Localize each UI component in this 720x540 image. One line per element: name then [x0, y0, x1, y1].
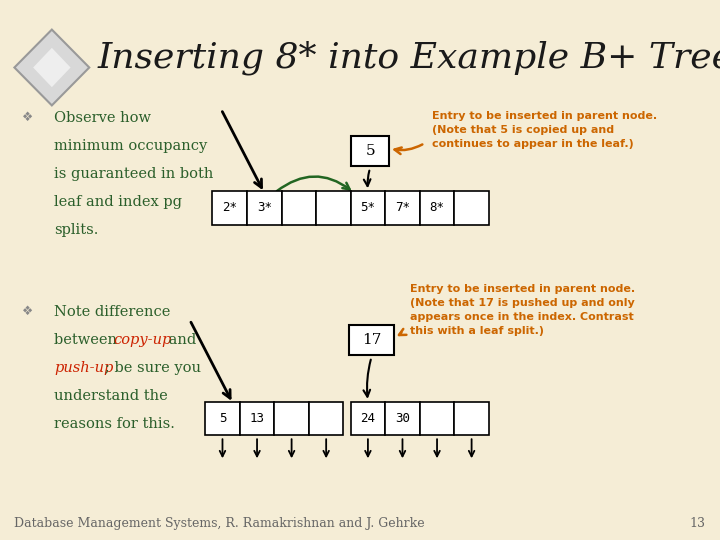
Bar — [385, 402, 420, 435]
Bar — [274, 402, 309, 435]
Text: splits.: splits. — [54, 223, 99, 237]
Bar — [385, 191, 420, 225]
Text: 13: 13 — [690, 517, 706, 530]
Text: leaf and index pg: leaf and index pg — [54, 195, 182, 209]
Text: Note difference: Note difference — [54, 305, 171, 319]
Text: ❖: ❖ — [22, 305, 33, 318]
Text: 2*: 2* — [222, 201, 237, 214]
Text: and: and — [164, 333, 197, 347]
Bar — [351, 191, 385, 225]
Text: ❖: ❖ — [22, 111, 33, 124]
Bar — [309, 402, 343, 435]
Polygon shape — [14, 30, 89, 105]
Text: 8*: 8* — [430, 201, 444, 214]
Text: 3*: 3* — [257, 201, 271, 214]
Bar — [351, 402, 385, 435]
Text: Inserting 8* into Example B+ Tree: Inserting 8* into Example B+ Tree — [97, 40, 720, 75]
Text: minimum occupancy: minimum occupancy — [54, 139, 207, 153]
Bar — [247, 191, 282, 225]
Bar — [205, 402, 240, 435]
Polygon shape — [33, 48, 71, 87]
Bar — [212, 191, 247, 225]
Text: 5: 5 — [365, 144, 375, 158]
Text: 24: 24 — [361, 412, 375, 425]
Text: ; be sure you: ; be sure you — [105, 361, 201, 375]
Text: is guaranteed in both: is guaranteed in both — [54, 167, 213, 181]
Text: Entry to be inserted in parent node.
(Note that 5 is copied up and
continues to : Entry to be inserted in parent node. (No… — [432, 111, 657, 148]
Text: 13: 13 — [250, 412, 264, 425]
Text: 30: 30 — [395, 412, 410, 425]
Text: 5*: 5* — [361, 201, 375, 214]
Bar — [316, 191, 351, 225]
Text: push-up: push-up — [54, 361, 113, 375]
Text: 17: 17 — [362, 333, 381, 347]
Bar — [454, 402, 489, 435]
Text: Database Management Systems, R. Ramakrishnan and J. Gehrke: Database Management Systems, R. Ramakris… — [14, 517, 425, 530]
Text: copy-up: copy-up — [113, 333, 171, 347]
Text: 5: 5 — [219, 412, 226, 425]
Bar — [420, 402, 454, 435]
Text: 7*: 7* — [395, 201, 410, 214]
Text: between: between — [54, 333, 122, 347]
Bar — [349, 325, 394, 355]
Bar — [420, 191, 454, 225]
Bar — [240, 402, 274, 435]
Bar — [351, 136, 389, 166]
Text: Observe how: Observe how — [54, 111, 151, 125]
Bar — [282, 191, 316, 225]
Text: reasons for this.: reasons for this. — [54, 417, 175, 431]
Text: Entry to be inserted in parent node.
(Note that 17 is pushed up and only
appears: Entry to be inserted in parent node. (No… — [410, 284, 636, 335]
Text: understand the: understand the — [54, 389, 168, 403]
Bar — [454, 191, 489, 225]
